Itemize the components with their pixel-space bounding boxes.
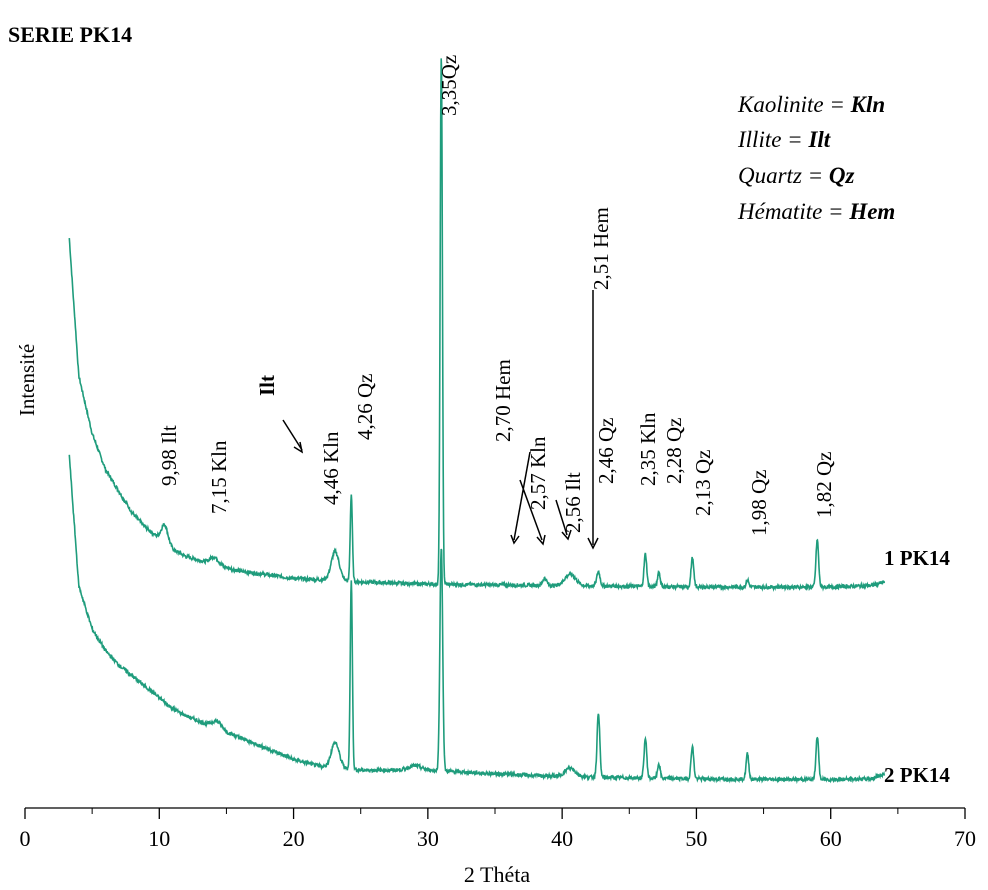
chart-title: SERIE PK14: [8, 22, 132, 47]
arrow-2-51-hem-head: [587, 537, 599, 550]
arrow-2-70-hem-head: [510, 534, 520, 545]
annotation-4-46-kln: 4,46 Kln: [319, 431, 343, 505]
annotation-2-70-hem: 2,70 Hem: [491, 359, 515, 442]
series-line-2: [68, 454, 886, 785]
x-axis-label: 2 Théta: [464, 862, 530, 887]
arrow-ilt: [282, 419, 303, 451]
annotation-7-15-kln: 7,15 Kln: [207, 440, 231, 514]
legend-quartz: Quartz = Qz: [738, 163, 855, 188]
x-tick-label-70: 70: [954, 826, 976, 851]
arrow-2-70-hem: [513, 451, 531, 541]
annotation-1-82-qz: 1,82 Qz: [812, 452, 836, 519]
annotation-2-35-kln: 2,35 Kln: [636, 412, 660, 486]
annotation-1-98-qz: 1,98 Qz: [747, 470, 771, 537]
annotation-ilt: Ilt: [255, 375, 279, 396]
annotations: 9,98 Ilt 7,15 Kln Ilt 4,46 Kln 4,26 Qz 3…: [157, 55, 836, 536]
x-tick-label-40: 40: [551, 826, 573, 851]
y-axis-label: Intensité: [15, 344, 39, 416]
legend-hematite: Hématite = Hem: [737, 199, 895, 224]
annotation-2-13-qz: 2,13 Qz: [691, 450, 715, 517]
arrows: [282, 290, 599, 550]
series-label-2: 2 PK14: [884, 763, 950, 787]
annotation-2-56-ilt: 2,56 Ilt: [561, 472, 585, 533]
x-tick-label-10: 10: [148, 826, 170, 851]
annotation-2-28-qz: 2,28 Qz: [662, 418, 686, 485]
series-layer: [68, 58, 886, 785]
legend-illite: Illite = Ilt: [737, 127, 831, 152]
arrow-2-56-ilt-head: [561, 529, 572, 541]
x-tick-label-60: 60: [820, 826, 842, 851]
x-tick-label-30: 30: [417, 826, 439, 851]
legend: Kaolinite = Kln Illite = Ilt Quartz = Qz…: [737, 92, 895, 224]
arrow-ilt-head: [293, 441, 304, 454]
x-axis: 0 10 20 30 40 50 60 70: [20, 807, 976, 851]
annotation-2-51-hem: 2,51 Hem: [589, 207, 613, 290]
annotation-4-26-qz: 4,26 Qz: [353, 374, 377, 441]
arrow-2-56-ilt: [555, 499, 568, 536]
annotation-2-46-qz: 2,46 Qz: [594, 418, 618, 485]
annotation-3-35qz: 3,35Qz: [437, 55, 461, 116]
x-tick-label-50: 50: [685, 826, 707, 851]
series-line-1: [68, 58, 886, 592]
legend-kaolinite: Kaolinite = Kln: [737, 92, 885, 117]
x-tick-label-0: 0: [20, 826, 31, 851]
x-tick-label-20: 20: [283, 826, 305, 851]
series-label-1: 1 PK14: [884, 546, 950, 570]
annotation-2-57-kln: 2,57 Kln: [526, 436, 550, 510]
arrow-2-57-kln-head: [536, 534, 546, 546]
annotation-9-98-ilt: 9,98 Ilt: [157, 425, 181, 486]
arrow-2-57-kln: [519, 479, 543, 541]
